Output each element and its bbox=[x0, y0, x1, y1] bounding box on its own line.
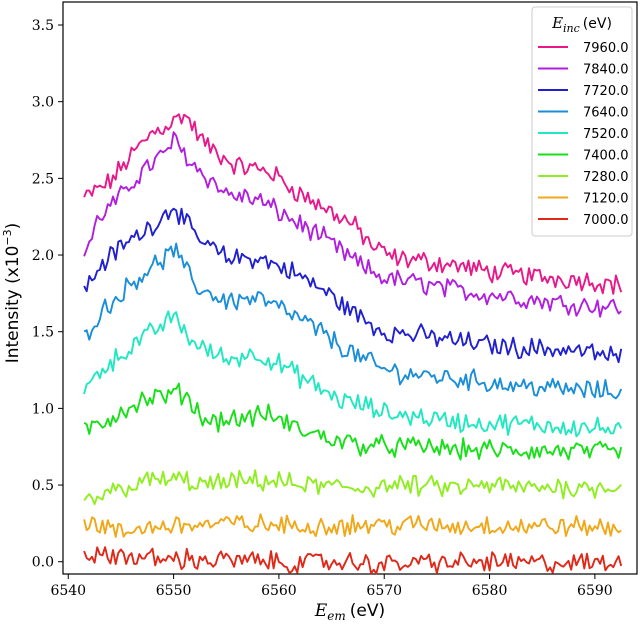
legend-label-7960.0: 7960.0 bbox=[583, 41, 629, 56]
x-tick-label: 6550 bbox=[156, 583, 192, 599]
plot-area: 6540 6550 6560 6570 6580 6590 0.0 0.5 1.0 1.5 2.0… bbox=[32, 1, 638, 599]
x-axis-label: Eem (eV) bbox=[314, 601, 385, 623]
series-line-7720.0 bbox=[83, 207, 623, 364]
series-line-7640.0 bbox=[83, 242, 623, 400]
y-tick-label: 1.0 bbox=[32, 401, 54, 417]
y-axis-label-main: Intensity (x10 bbox=[3, 246, 23, 364]
legend-label-7280.0: 7280.0 bbox=[583, 170, 629, 185]
plot-frame bbox=[62, 1, 638, 575]
legend-entries: 7960.0 7840.0 7720.0 7640.0 7520.0 7400.0 7280… bbox=[538, 41, 629, 228]
legend-label-7400.0: 7400.0 bbox=[583, 149, 629, 164]
y-axis-label-exp: −3 bbox=[1, 229, 14, 245]
legend-label-7520.0: 7520.0 bbox=[583, 127, 629, 142]
legend-label-7640.0: 7640.0 bbox=[583, 106, 629, 121]
legend-label-7120.0: 7120.0 bbox=[583, 192, 629, 207]
series-line-7000.0 bbox=[83, 546, 623, 575]
series-line-7520.0 bbox=[83, 310, 623, 438]
legend-label-7840.0: 7840.0 bbox=[583, 63, 629, 78]
legend-label-7000.0: 7000.0 bbox=[583, 213, 629, 228]
series-line-7280.0 bbox=[83, 469, 622, 506]
x-tick-label: 6540 bbox=[50, 583, 86, 599]
x-axis-label-sub: em bbox=[327, 609, 345, 623]
legend-title-main: E bbox=[551, 14, 563, 32]
y-axis-label: Intensity (x10−3) bbox=[1, 223, 23, 364]
y-tick-label: 0.0 bbox=[32, 555, 54, 571]
series-line-7960.0 bbox=[83, 113, 623, 295]
y-tick-label: 2.0 bbox=[32, 248, 54, 264]
legend-box bbox=[531, 6, 633, 237]
y-tick-label: 1.5 bbox=[32, 325, 54, 341]
legend-title-sub: inc bbox=[563, 22, 580, 35]
x-tick-label: 6570 bbox=[366, 583, 402, 599]
legend-label-7720.0: 7720.0 bbox=[583, 84, 629, 99]
x-axis-ticks: 6540 6550 6560 6570 6580 6590 bbox=[50, 574, 613, 599]
series-layer bbox=[83, 113, 623, 575]
series-line-7400.0 bbox=[83, 382, 623, 461]
x-tick-label: 6560 bbox=[261, 583, 297, 599]
legend-title-unit: (eV) bbox=[583, 16, 612, 32]
y-tick-label: 3.5 bbox=[32, 18, 54, 34]
legend-title: Einc (eV) bbox=[551, 14, 612, 35]
series-line-7120.0 bbox=[83, 513, 622, 538]
x-tick-label: 6590 bbox=[577, 583, 613, 599]
legend: Einc (eV) 7960.07840.07720.07640.07520.07… bbox=[531, 6, 633, 237]
x-tick-label: 6580 bbox=[472, 583, 508, 599]
y-axis-label-close: ) bbox=[3, 223, 23, 230]
x-axis-label-unit: (eV) bbox=[350, 601, 385, 621]
series-line-7840.0 bbox=[83, 131, 622, 318]
y-tick-label: 0.5 bbox=[32, 478, 54, 494]
y-tick-label: 2.5 bbox=[32, 171, 54, 187]
x-axis-label-main: E bbox=[314, 601, 328, 621]
y-axis-ticks: 0.0 0.5 1.0 1.5 2.0 2.5 3.0 3.5 bbox=[32, 18, 63, 571]
y-tick-label: 3.0 bbox=[32, 95, 54, 111]
